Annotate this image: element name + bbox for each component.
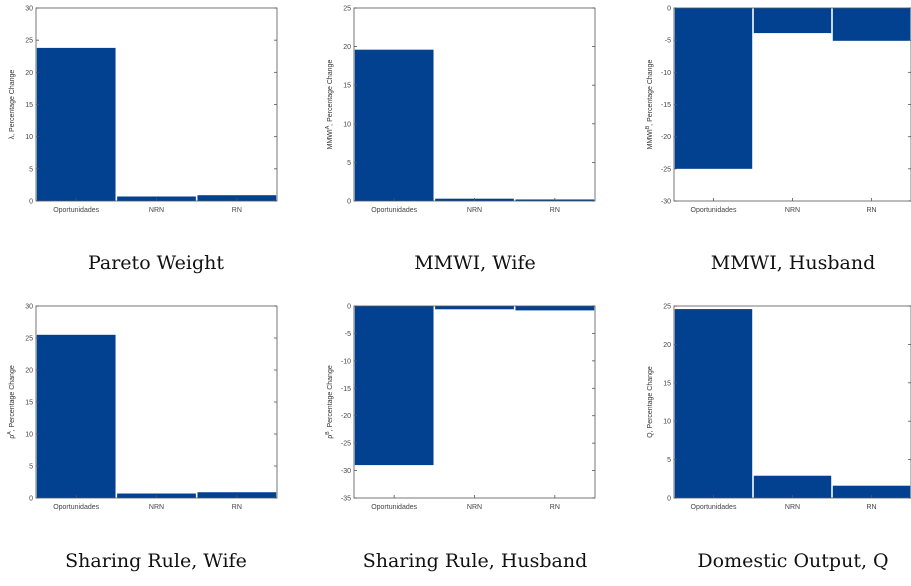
y-tick-label: 10	[663, 419, 671, 426]
y-tick-label: 15	[25, 400, 33, 407]
x-tick-label: Oportunidades	[371, 504, 417, 511]
x-tick-label: RN	[232, 207, 242, 214]
y-tick-label: 20	[25, 70, 33, 77]
bar-oportunidades	[354, 49, 434, 201]
y-tick-label: 10	[25, 134, 33, 141]
y-tick-label: 20	[663, 342, 671, 349]
x-tick-label: NRN	[785, 504, 800, 511]
panel-caption: MMWI, Wife	[414, 252, 536, 274]
bar-rn	[515, 306, 595, 311]
y-tick-label: -25	[661, 166, 671, 173]
y-tick-label: 5	[29, 464, 33, 471]
panel-caption: Pareto Weight	[88, 252, 224, 274]
y-tick-label: -20	[661, 134, 671, 141]
panel-caption: MMWI, Husband	[711, 252, 875, 274]
y-tick-label: 10	[25, 432, 33, 439]
y-axis-label: MMWIA, Percentage Change	[325, 60, 334, 150]
y-tick-label: -10	[341, 358, 351, 365]
y-tick-label: 15	[663, 380, 671, 387]
chart-panel-4: 0 5 10 15 20 25 30 Oportunidades NRN RN ρA, Percen…	[7, 304, 278, 572]
y-axis-label: MMWIB, Percentage Change	[645, 60, 654, 150]
y-tick-label: 0	[347, 304, 351, 311]
x-tick-label: NRN	[467, 504, 482, 511]
y-axis-label: λ, Percentage Change	[9, 70, 16, 140]
x-tick-label: RN	[232, 504, 242, 511]
y-axis-label: ρB, Percentage Change	[325, 365, 334, 439]
y-axis-label: Q, Percentage Change	[647, 366, 654, 438]
y-axis-label: ρA, Percentage Change	[7, 365, 16, 439]
y-tick-label: -25	[341, 441, 351, 448]
y-tick-label: 25	[343, 6, 351, 13]
y-tick-label: -5	[665, 38, 671, 45]
x-tick-label: RN	[866, 207, 876, 214]
x-tick-label: NRN	[149, 207, 164, 214]
chart-panel-6: 0 5 10 15 20 25 Oportunidades NRN RN Q, Percentag…	[647, 304, 911, 572]
y-tick-label: -35	[341, 496, 351, 503]
bar-oportunidades	[674, 8, 753, 169]
bar-oportunidades	[36, 334, 116, 498]
chart-panel-2: 0 5 10 15 20 25 Oportunidades NRN RN MMWIA, Perce…	[325, 6, 596, 274]
y-tick-label: 0	[29, 199, 33, 206]
y-tick-label: 30	[25, 304, 33, 311]
x-tick-label: Oportunidades	[371, 207, 417, 214]
chart-panel-1: 0 5 10 15 20 25 30 Oportunidades NRN RN λ, Percent…	[9, 6, 278, 274]
y-tick-label: 5	[347, 160, 351, 167]
x-tick-label: Oportunidades	[53, 207, 99, 214]
y-tick-label: 25	[25, 336, 33, 343]
x-tick-label: RN	[550, 207, 560, 214]
y-tick-label: 30	[25, 6, 33, 13]
x-tick-label: NRN	[785, 207, 800, 214]
y-tick-label: -5	[345, 331, 351, 338]
y-tick-label: 0	[667, 6, 671, 13]
bar-oportunidades	[36, 47, 116, 202]
y-tick-label: -15	[341, 386, 351, 393]
x-tick-label: NRN	[467, 207, 482, 214]
y-tick-label: 20	[343, 44, 351, 51]
x-tick-label: Oportunidades	[691, 207, 737, 214]
y-tick-label: 0	[29, 496, 33, 503]
panel-caption: Sharing Rule, Husband	[363, 550, 588, 572]
y-tick-label: 25	[25, 38, 33, 45]
y-tick-label: -10	[661, 70, 671, 77]
y-tick-label: -30	[661, 199, 671, 206]
panel-caption: Sharing Rule, Wife	[65, 550, 247, 572]
y-tick-label: 10	[343, 121, 351, 128]
bar-oportunidades	[354, 306, 434, 466]
x-tick-label: RN	[550, 504, 560, 511]
y-tick-label: 0	[667, 496, 671, 503]
x-tick-label: Oportunidades	[53, 504, 99, 511]
bar-oportunidades	[674, 309, 753, 498]
chart-panel-5: -35 -30 -25 -20 -15 -10 -5 0 Oportunidades NRN RN ρ…	[325, 304, 596, 572]
panel-caption: Domestic Output, Q	[697, 550, 888, 572]
bar-nrn	[753, 8, 832, 34]
y-tick-label: 15	[343, 83, 351, 90]
y-tick-label: -15	[661, 102, 671, 109]
y-tick-label: -30	[341, 468, 351, 475]
y-tick-label: 0	[347, 199, 351, 206]
bar-rn	[832, 485, 911, 498]
x-tick-label: Oportunidades	[691, 504, 737, 511]
bar-nrn	[753, 475, 832, 498]
y-tick-label: 5	[29, 166, 33, 173]
x-tick-label: RN	[866, 504, 876, 511]
y-tick-label: 5	[667, 457, 671, 464]
x-tick-label: NRN	[149, 504, 164, 511]
bar-rn	[832, 8, 911, 41]
bar-nrn	[435, 306, 514, 310]
y-tick-label: 15	[25, 102, 33, 109]
y-tick-label: 25	[663, 304, 671, 311]
y-tick-label: -20	[341, 413, 351, 420]
chart-panel-3: -30 -25 -20 -15 -10 -5 0 Oportunidades NRN RN MMWI…	[645, 6, 911, 274]
y-tick-label: 20	[25, 368, 33, 375]
